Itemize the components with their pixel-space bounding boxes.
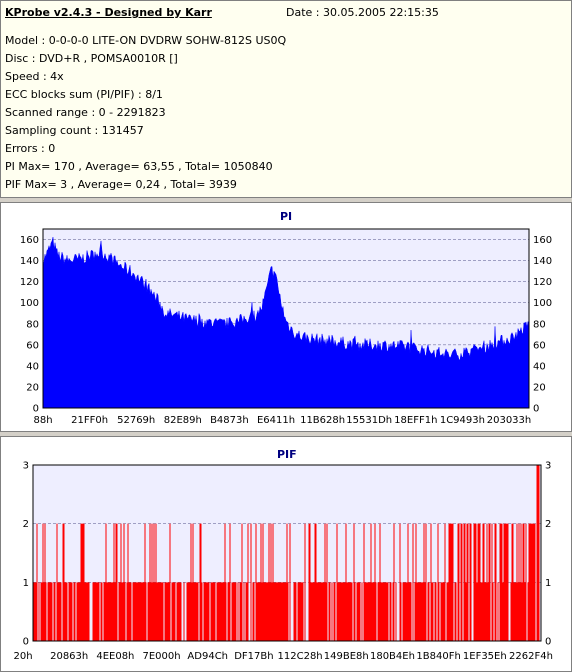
pi-x-tick-label: 11B628h bbox=[300, 415, 345, 426]
pif-y-tick-label-right: 3 bbox=[545, 461, 551, 472]
pi-y-tick-label-left: 60 bbox=[26, 340, 39, 351]
speed-line: Speed : 4x bbox=[5, 70, 64, 83]
pif-x-tick-label: 7E000h bbox=[142, 651, 180, 662]
pif-y-tick-label-left: 2 bbox=[23, 519, 29, 530]
pi-x-tick-label: 82E89h bbox=[164, 415, 202, 426]
errors-line: Errors : 0 bbox=[5, 142, 56, 155]
pi-x-tick-label: B4873h bbox=[210, 415, 249, 426]
pi-y-tick-label-right: 120 bbox=[533, 277, 552, 288]
pif-plot-frame bbox=[32, 464, 542, 642]
pi-series-area bbox=[42, 237, 530, 409]
pi-y-tick-label-right: 160 bbox=[533, 235, 552, 246]
pif-chart-title: PIF bbox=[277, 448, 297, 461]
disc-line: Disc : DVD+R , POMSA0010R [] bbox=[5, 52, 178, 65]
pif-y-tick-label-left: 3 bbox=[23, 461, 29, 472]
pi-x-tick-label: E6411h bbox=[257, 415, 295, 426]
pif-x-tick-label: DF17Bh bbox=[234, 651, 273, 662]
pi-chart-title: PI bbox=[280, 210, 293, 223]
pif-chart: 0 0 1 1 2 2 3 3 20h 20863h 4EE08h 7E000h AD94Ch DF17B… bbox=[13, 461, 553, 663]
scan-date: Date : 30.05.2005 22:15:35 bbox=[286, 6, 439, 19]
pi-x-tick-label: 21FF0h bbox=[71, 415, 108, 426]
pi-y-tick-label-right: 80 bbox=[533, 319, 546, 330]
pif-x-tick-label: 1B840Fh bbox=[416, 651, 460, 662]
pif-x-tick-label: 4EE08h bbox=[96, 651, 134, 662]
app-title: KProbe v2.4.3 - Designed by Karr bbox=[5, 6, 212, 19]
pif-x-tick-label: 112C28h bbox=[278, 651, 323, 662]
pif-x-tick-label: AD94Ch bbox=[187, 651, 228, 662]
pi-y-tick-label-right: 0 bbox=[533, 404, 539, 415]
pi-y-tick-label-right: 20 bbox=[533, 382, 546, 393]
pi-y-tick-label-left: 80 bbox=[26, 319, 39, 330]
pi-y-tick-label-left: 40 bbox=[26, 361, 39, 372]
pi-stats-line: PI Max= 170 , Average= 63,55 , Total= 10… bbox=[5, 160, 273, 173]
pif-x-tick-label: 1EF35Eh bbox=[463, 651, 507, 662]
pi-y-tick-label-left: 160 bbox=[20, 235, 39, 246]
pif-x-tick-label: 180B4Eh bbox=[370, 651, 415, 662]
pif-chart-panel: PIF 0 0 1 1 2 2 3 3 20h 20863h 4EE08h 7E000h AD94Ch D… bbox=[0, 436, 572, 672]
pi-y-tick-label-left: 100 bbox=[20, 298, 39, 309]
pi-x-tick-label: 18EFF1h bbox=[394, 415, 437, 426]
sampling-count-line: Sampling count : 131457 bbox=[5, 124, 144, 137]
pif-x-tick-label: 149BE8h bbox=[324, 651, 369, 662]
pi-y-tick-label-right: 60 bbox=[533, 340, 546, 351]
pif-stats-line: PIF Max= 3 , Average= 0,24 , Total= 3939 bbox=[5, 178, 237, 191]
pi-x-tick-label: 15531Dh bbox=[346, 415, 392, 426]
pi-y-tick-label-right: 140 bbox=[533, 256, 552, 267]
pi-x-tick-label: 88h bbox=[33, 415, 52, 426]
pi-y-tick-label-right: 40 bbox=[533, 361, 546, 372]
pif-x-tick-label: 20863h bbox=[50, 651, 88, 662]
info-panel: KProbe v2.4.3 - Designed by Karr Date : … bbox=[0, 0, 572, 198]
model-line: Model : 0-0-0-0 LITE-ON DVDRW SOHW-812S … bbox=[5, 34, 287, 47]
pif-y-tick-label-right: 2 bbox=[545, 519, 551, 530]
pi-x-tick-label: 52769h bbox=[117, 415, 155, 426]
pi-plot-frame bbox=[42, 228, 530, 409]
pi-y-tick-label-left: 140 bbox=[20, 256, 39, 267]
pi-x-tick-label: 203033h bbox=[487, 415, 532, 426]
pi-y-tick-label-right: 100 bbox=[533, 298, 552, 309]
pif-x-tick-label: 2262F4h bbox=[509, 651, 553, 662]
pif-y-tick-label-left: 0 bbox=[23, 637, 29, 648]
ecc-sum-line: ECC blocks sum (PI/PIF) : 8/1 bbox=[5, 88, 163, 101]
pi-y-tick-label-left: 20 bbox=[26, 382, 39, 393]
pi-chart: 0 0 20 20 40 40 60 60 80 80 100 100 120 120 140 140 160 1… bbox=[20, 228, 552, 426]
pif-y-tick-label-right: 0 bbox=[545, 637, 551, 648]
pi-x-tick-label: 1C9493h bbox=[440, 415, 485, 426]
pi-y-tick-label-left: 120 bbox=[20, 277, 39, 288]
pi-y-tick-label-left: 0 bbox=[33, 404, 39, 415]
pi-chart-panel: PI 0 0 20 20 40 40 60 60 80 80 100 100 120 120 140 140 1… bbox=[0, 202, 572, 432]
pif-y-tick-label-right: 1 bbox=[545, 578, 551, 589]
scanned-range-line: Scanned range : 0 - 2291823 bbox=[5, 106, 166, 119]
pif-x-tick-label: 20h bbox=[13, 651, 32, 662]
pif-y-tick-label-left: 1 bbox=[23, 578, 29, 589]
